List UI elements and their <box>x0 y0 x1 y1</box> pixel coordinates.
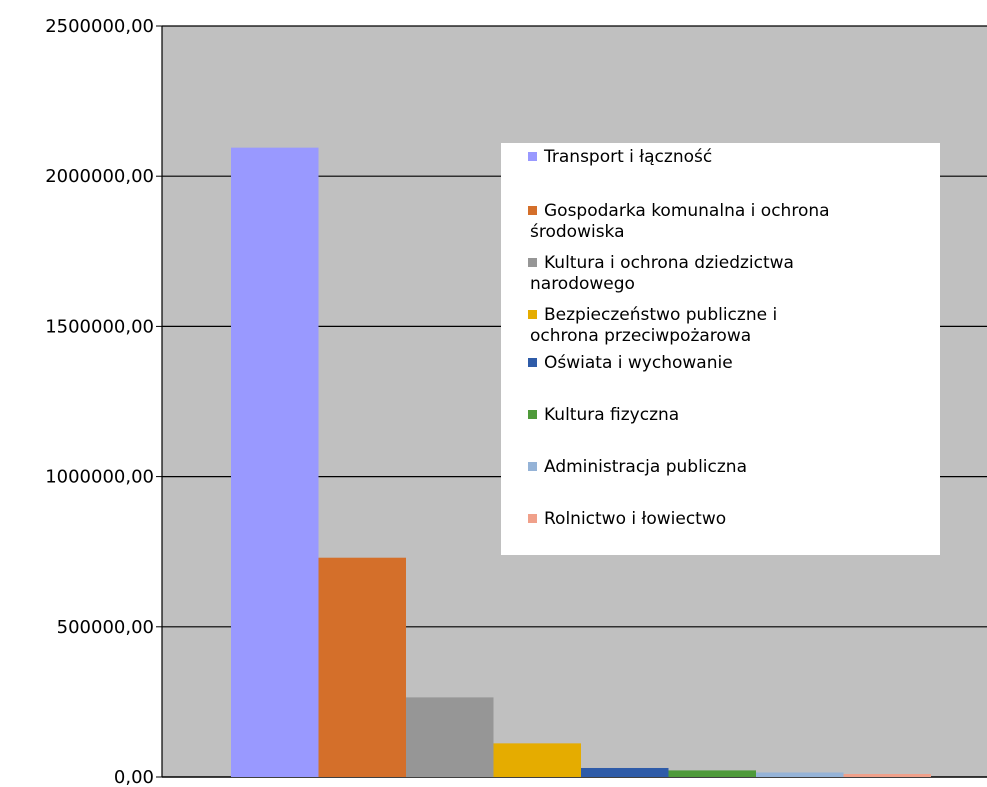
bar-1 <box>231 147 319 778</box>
legend-swatch-6 <box>528 410 537 419</box>
legend-label-7: Administracja publiczna <box>544 457 747 477</box>
legend-swatch-7 <box>528 462 537 471</box>
y-tick-label: 0,00 <box>114 767 154 787</box>
y-tick-label: 1000000,00 <box>45 467 154 488</box>
legend-swatch-2 <box>528 206 537 215</box>
legend-label-6: Kultura fizyczna <box>544 405 679 425</box>
legend-label-4: Bezpieczeństwo publiczne i ochrona przeci… <box>530 305 777 346</box>
bar-2 <box>318 557 406 777</box>
y-axis: 0,00 500000,00 1000000,00 1500000,00 2000000… <box>45 16 987 787</box>
legend-swatch-5 <box>528 358 537 367</box>
bars <box>231 147 931 778</box>
y-tick-label: 2000000,00 <box>45 166 154 187</box>
y-tick-label: 1500000,00 <box>45 316 154 337</box>
bar-5 <box>581 767 669 777</box>
y-tick-label: 2500000,00 <box>45 16 154 37</box>
legend-swatch-8 <box>528 514 537 523</box>
legend-label-3: Kultura i ochrona dziedzictwa narodowego <box>530 253 794 294</box>
y-tick-label: 500000,00 <box>57 617 154 638</box>
bar-6 <box>668 770 756 777</box>
legend: Transport i łączność Gospodarka komunalna… <box>501 143 940 555</box>
bar-8 <box>843 773 931 777</box>
legend-swatch-4 <box>528 310 537 319</box>
bar-4 <box>493 743 581 777</box>
legend-label-8: Rolnictwo i łowiectwo <box>544 509 726 529</box>
bar-7 <box>756 772 844 777</box>
legend-box <box>501 143 940 555</box>
legend-swatch-1 <box>528 152 537 161</box>
legend-label-2: Gospodarka komunalna i ochrona środowiska <box>530 201 830 242</box>
bar-3 <box>406 697 494 777</box>
legend-swatch-3 <box>528 258 537 267</box>
legend-label-1: Transport i łączność <box>543 147 712 167</box>
legend-label-5: Oświata i wychowanie <box>544 353 733 373</box>
